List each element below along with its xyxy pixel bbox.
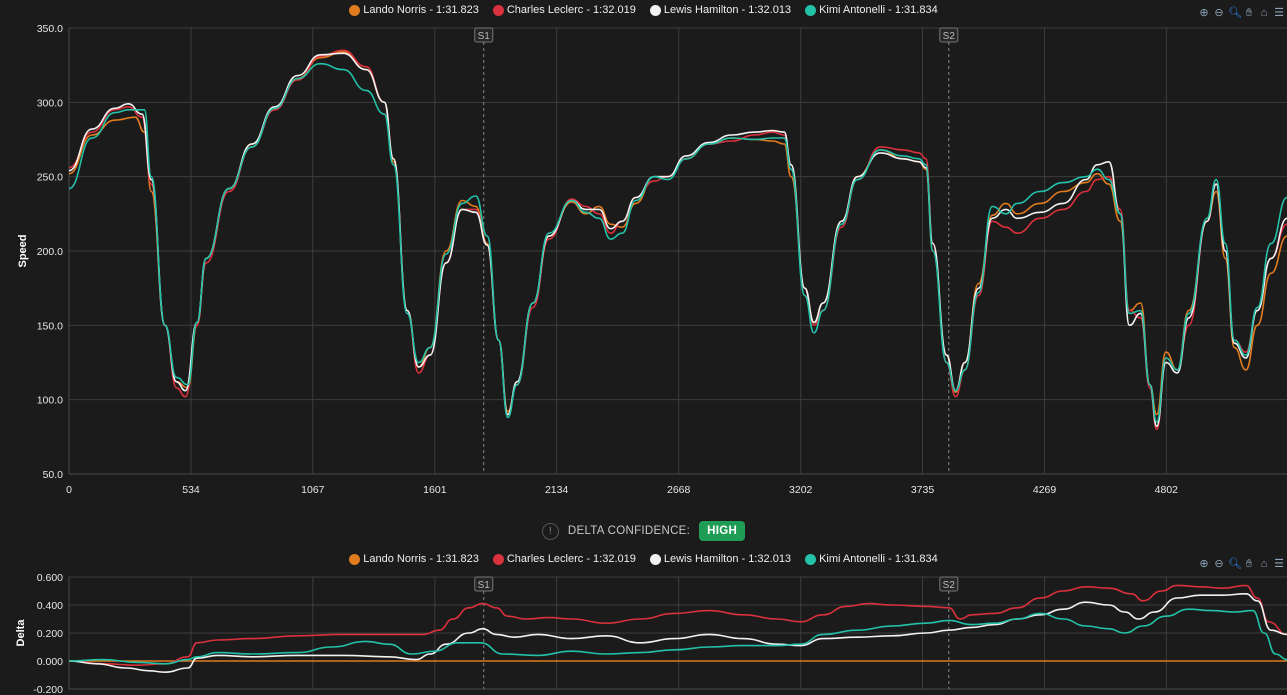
legend-item-antonelli[interactable]: Kimi Antonelli - 1:31.834 [805,553,938,565]
series-line-hamilton [69,593,1287,673]
sector-marker-box [474,576,494,592]
legend-dot [492,4,504,16]
series-line-leclerc [69,49,1287,431]
y-tick-label: 0.200 [37,628,63,640]
legend-item-norris[interactable]: Lando Norris - 1:31.823 [349,553,479,565]
sector-marker-label: S2 [943,31,956,42]
legend-item-leclerc[interactable]: Charles Leclerc - 1:32.019 [492,4,636,16]
delta-confidence-label: DELTA CONFIDENCE: [567,525,691,537]
legend-label: Lando Norris - 1:31.823 [363,4,479,16]
legend-label: Charles Leclerc - 1:32.019 [506,4,636,16]
series-line-hamilton [69,52,1287,428]
legend-label: Lewis Hamilton - 1:32.013 [663,4,792,16]
x-tick-label: 4802 [1155,484,1179,496]
sector-marker-box [939,27,959,43]
y-tick-label: 50.0 [43,469,64,481]
legend-item-hamilton[interactable]: Lewis Hamilton - 1:32.013 [649,4,792,16]
sector-marker-label: S2 [943,580,956,591]
y-tick-label: -0.200 [33,684,63,695]
menu-icon[interactable]: ☰ [1274,7,1284,19]
pan-hand-icon[interactable]: ✋︎ [1245,558,1253,570]
delta-confidence-badge: HIGH [699,521,746,541]
x-tick-label: 1067 [301,484,325,496]
legend-dot [649,553,661,565]
series-line-norris [69,51,1287,416]
x-tick-label: 3202 [789,484,813,496]
x-tick-label: 2668 [667,484,691,496]
info-icon[interactable]: ! [541,522,559,540]
legend-label: Kimi Antonelli - 1:31.834 [819,553,938,565]
series-group [69,584,1287,673]
x-tick-label: 0 [66,484,72,496]
legend-dot [649,4,661,16]
home-icon[interactable]: ⌂ [1260,558,1268,570]
sector-marker-label: S1 [478,580,491,591]
legend-dot [805,553,817,565]
legend-dot [492,553,504,565]
speed-chart-toolbar: ⊕ ⊖ 🔍︎ ✋︎ ⌂ ☰ [1198,5,1285,21]
y-tick-label: 100.0 [37,395,63,407]
zoom-in-icon[interactable]: ⊕ [1199,7,1209,19]
y-tick-label: 0.400 [37,600,63,612]
legend-dot [349,553,361,565]
y-tick-label: 0.600 [37,572,63,584]
y-axis-title: Speed [17,234,29,267]
home-icon[interactable]: ⌂ [1260,7,1268,19]
series-group [69,49,1287,431]
legend-dot [349,4,361,16]
speed-legend: Lando Norris - 1:31.823 Charles Leclerc … [0,2,1287,18]
legend-label: Charles Leclerc - 1:32.019 [506,553,636,565]
menu-icon[interactable]: ☰ [1274,558,1284,570]
y-tick-label: 200.0 [37,246,63,258]
zoom-in-icon[interactable]: ⊕ [1199,558,1209,570]
zoom-select-icon[interactable]: 🔍︎ [1228,7,1242,19]
sector-marker-box [939,576,959,592]
sector-marker-label: S1 [478,31,491,42]
x-tick-label: 4269 [1033,484,1057,496]
series-line-leclerc [69,584,1287,666]
y-tick-label: 150.0 [37,320,63,332]
legend-item-leclerc[interactable]: Charles Leclerc - 1:32.019 [492,553,636,565]
delta-legend: Lando Norris - 1:31.823 Charles Leclerc … [0,551,1287,567]
legend-item-hamilton[interactable]: Lewis Hamilton - 1:32.013 [649,553,792,565]
x-tick-label: 3735 [911,484,935,496]
zoom-out-icon[interactable]: ⊖ [1214,7,1224,19]
zoom-select-icon[interactable]: 🔍︎ [1228,558,1242,570]
legend-label: Kimi Antonelli - 1:31.834 [819,4,938,16]
legend-label: Lando Norris - 1:31.823 [363,553,479,565]
delta-chart-toolbar: ⊕ ⊖ 🔍︎ ✋︎ ⌂ ☰ [1198,556,1285,572]
delta-confidence: ! DELTA CONFIDENCE: HIGH [0,521,1287,541]
x-tick-label: 1601 [423,484,447,496]
zoom-out-icon[interactable]: ⊖ [1214,558,1224,570]
y-tick-label: 0.000 [37,656,63,668]
sector-marker-box [474,27,494,43]
x-tick-label: 534 [182,484,200,496]
pan-hand-icon[interactable]: ✋︎ [1245,7,1253,19]
y-tick-label: 250.0 [37,172,63,184]
legend-item-norris[interactable]: Lando Norris - 1:31.823 [349,4,479,16]
y-tick-label: 300.0 [37,97,63,109]
delta-chart: 0.600 0.400 0.200 0.000 -0.200 S1 S2 Delta [15,572,1287,695]
series-line-antonelli [69,62,1287,423]
y-tick-label: 350.0 [37,23,63,35]
x-tick-label: 2134 [545,484,569,496]
series-line-antonelli [69,608,1287,665]
legend-dot [805,4,817,16]
legend-item-antonelli[interactable]: Kimi Antonelli - 1:31.834 [805,4,938,16]
legend-label: Lewis Hamilton - 1:32.013 [663,553,792,565]
speed-chart: 350.0 300.0 250.0 200.0 150.0 100.0 50.00 534 10… [17,23,1287,496]
y-axis-title: Delta [15,619,27,647]
